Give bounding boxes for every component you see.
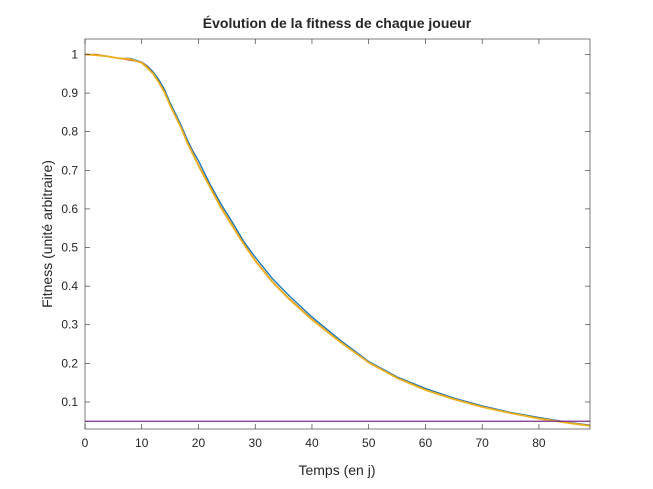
- x-axis-label: Temps (en j): [298, 462, 375, 478]
- y-tick-label: 0.5: [61, 241, 78, 255]
- x-tick-label: 60: [419, 436, 433, 450]
- chart-title: Évolution de la fitness de chaque joueur: [203, 15, 472, 31]
- plot-frame: [84, 38, 591, 430]
- x-tick-label: 70: [476, 436, 490, 450]
- y-tick-label: 0.7: [61, 163, 78, 177]
- x-tick-label: 20: [192, 436, 206, 450]
- y-tick-label: 0.6: [61, 202, 78, 216]
- y-axis-ticks: 0.1 0.2 0.3 0.4 0.5 0.6 0.7 0.8 0.9 1: [61, 47, 590, 409]
- y-axis-label: Fitness (unité arbitraire): [39, 160, 55, 308]
- y-tick-label: 0.1: [61, 395, 78, 409]
- plot-area: [85, 39, 590, 429]
- series-line-3: [84, 53, 591, 427]
- x-tick-label: 40: [305, 436, 319, 450]
- x-tick-label: 50: [362, 436, 376, 450]
- y-tick-label: 0.3: [61, 318, 78, 332]
- y-tick-label: 0.9: [61, 86, 78, 100]
- y-tick-label: 0.2: [61, 356, 78, 370]
- x-axis-ticks: 0 10 20 30 40 50 60 70 80: [82, 39, 546, 450]
- x-tick-label: 10: [135, 436, 149, 450]
- x-tick-label: 30: [249, 436, 263, 450]
- y-tick-label: 1: [71, 47, 78, 61]
- series-layer: [84, 53, 591, 427]
- y-tick-label: 0.4: [61, 279, 78, 293]
- x-tick-label: 80: [532, 436, 546, 450]
- y-tick-label: 0.8: [61, 125, 78, 139]
- x-tick-label: 0: [82, 436, 89, 450]
